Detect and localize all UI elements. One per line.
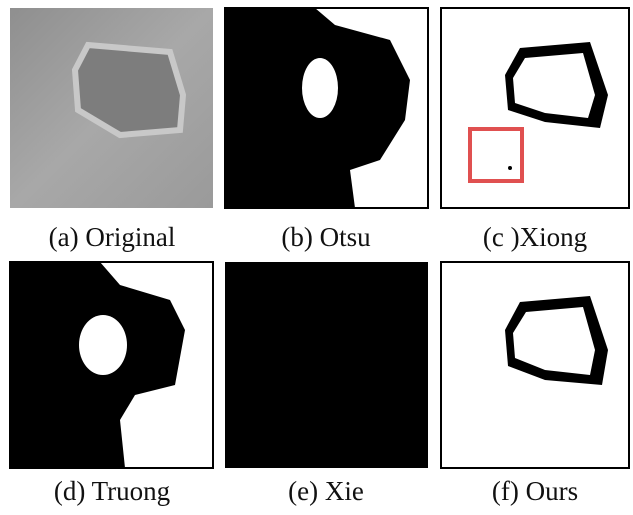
caption: (f) Ours xyxy=(492,476,578,506)
caption: (a) Original xyxy=(49,222,176,252)
caption: (e) Xie xyxy=(288,476,364,506)
caption: (c )Xiong xyxy=(483,222,587,252)
panel-xie xyxy=(225,262,428,468)
figure: (a) Original (b) Otsu (c )Xiong (d) Truo… xyxy=(0,0,633,515)
caption: (b) Otsu xyxy=(281,222,371,252)
panel-otsu xyxy=(225,8,428,208)
panel-xiong xyxy=(441,8,629,208)
panel-original xyxy=(10,8,213,208)
panel-ours xyxy=(441,262,629,468)
panel-truong xyxy=(10,262,213,468)
caption: (d) Truong xyxy=(54,476,170,506)
